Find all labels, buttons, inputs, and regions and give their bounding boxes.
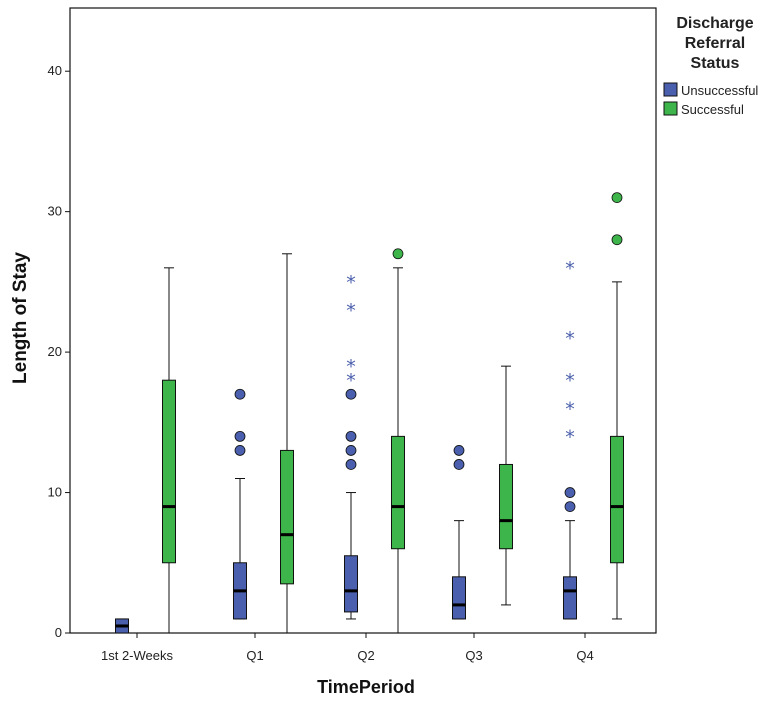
box [280, 449, 294, 585]
y-tick-label: 10 [48, 485, 62, 500]
y-axis-title: Length of Stay [10, 252, 31, 384]
outlier-point [234, 445, 246, 456]
outlier-point [345, 459, 357, 470]
legend-label-successful: Successful [681, 102, 744, 117]
extreme-point: * [565, 398, 575, 420]
legend-title-line-2: Referral [685, 35, 745, 52]
y-tick-label: 30 [48, 204, 62, 219]
legend-title-line-1: Discharge [676, 15, 753, 32]
box [162, 379, 176, 564]
x-tick-label: Q1 [246, 648, 263, 663]
extreme-point: * [565, 258, 575, 280]
box [610, 435, 624, 564]
legend-title-line-3: Status [691, 55, 740, 72]
legend-label-unsuccessful: Unsuccessful [681, 83, 758, 98]
x-tick-label: 1st 2-Weeks [101, 648, 174, 663]
outlier-point [564, 487, 576, 498]
extreme-point: * [346, 356, 356, 378]
legend-swatch-unsuccessful [663, 82, 678, 97]
box [344, 555, 358, 613]
outlier-point [234, 430, 246, 442]
legend: Discharge Referral Status Unsuccessful S… [663, 15, 758, 117]
outlier-point [453, 459, 465, 470]
extreme-point: * [565, 370, 575, 392]
y-tick-label: 40 [48, 63, 62, 78]
outlier-point [392, 248, 404, 260]
extreme-point: * [346, 300, 356, 322]
extreme-point: * [346, 272, 356, 294]
extreme-point: * [565, 328, 575, 350]
x-tick-label: Q4 [576, 648, 593, 663]
outlier-point [234, 388, 246, 400]
y-tick-label: 0 [55, 625, 62, 640]
box [452, 576, 466, 620]
outlier-point [611, 192, 623, 204]
x-axis-title: TimePeriod [317, 677, 415, 697]
outlier-point [345, 388, 357, 400]
outlier-point [611, 234, 623, 246]
legend-swatch-successful [663, 101, 678, 116]
outlier-point [453, 445, 465, 456]
extreme-point: * [565, 426, 575, 448]
extreme-point: * [346, 370, 356, 392]
box [391, 435, 405, 550]
plot-frame-border [69, 7, 657, 634]
x-tick-label: Q2 [357, 648, 374, 663]
outlier-point [345, 445, 357, 456]
y-tick-label: 20 [48, 344, 62, 359]
outlier-point [564, 501, 576, 512]
box [499, 463, 513, 550]
box [563, 576, 577, 620]
outlier-point [345, 430, 357, 442]
x-tick-label: Q3 [465, 648, 482, 663]
